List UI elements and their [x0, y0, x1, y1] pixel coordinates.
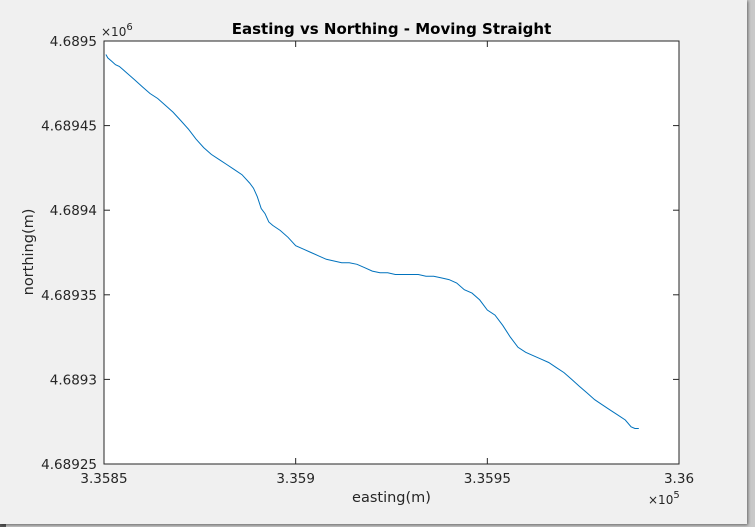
chart-title: Easting vs Northing - Moving Straight — [232, 20, 552, 38]
x-exponent-power: 5 — [673, 490, 679, 501]
y-exponent-base: ×10 — [101, 25, 126, 39]
x-tick-label: 3.359 — [276, 471, 315, 487]
x-axis-label: easting(m) — [352, 490, 431, 506]
y-tick-label: 4.6895 — [50, 34, 97, 50]
x-tick-label: 3.3595 — [464, 471, 511, 487]
y-tick-label: 4.68935 — [41, 288, 97, 304]
y-tick-label: 4.6893 — [50, 372, 97, 388]
x-tick-label: 3.3585 — [80, 471, 127, 487]
y-axis-label: northing(m) — [21, 209, 37, 296]
plot-area — [103, 40, 680, 465]
y-exponent-label: ×106 — [101, 22, 133, 39]
y-tick-label: 4.68925 — [41, 457, 97, 473]
x-exponent-base: ×10 — [648, 493, 673, 507]
y-exponent-power: 6 — [126, 22, 132, 33]
y-tick-label: 4.6894 — [50, 203, 97, 219]
x-tick-label: 3.36 — [664, 471, 694, 487]
x-exponent-label: ×105 — [648, 490, 680, 507]
y-tick-label: 4.68945 — [41, 119, 97, 135]
series-line — [105, 54, 639, 429]
